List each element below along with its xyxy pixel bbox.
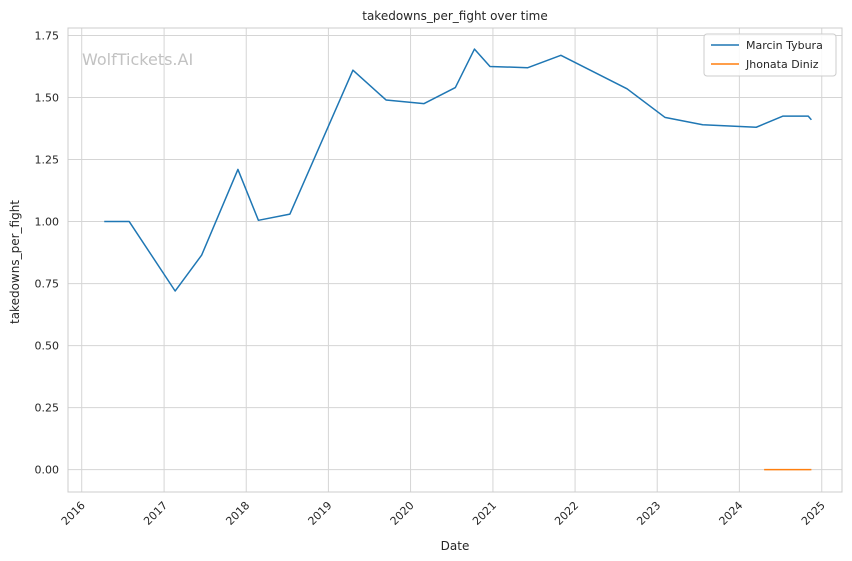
y-axis-label: takedowns_per_fight [8,200,22,324]
y-axis-ticks: 0.00 0.25 0.50 0.75 1.00 1.25 1.50 1.75 [35,29,60,476]
x-tick-label: 2016 [59,499,88,528]
y-tick-label: 0.50 [35,340,60,353]
plot-border [67,27,843,493]
legend: Marcin Tybura Jhonata Diniz [703,33,837,77]
y-tick-label: 0.00 [35,464,60,477]
x-tick-label: 2022 [552,499,581,528]
y-tick-label: 1.75 [35,29,60,42]
grid-lines [68,28,842,492]
y-tick-label: 1.50 [35,91,60,104]
y-tick-label: 0.75 [35,278,60,291]
series-line-marcin-tybura [104,48,812,292]
x-tick-label: 2025 [799,499,828,528]
x-tick-label: 2018 [223,499,252,528]
y-tick-label: 0.25 [35,402,60,415]
x-tick-label: 2023 [634,499,663,528]
y-tick-label: 1.00 [35,216,60,229]
x-tick-label: 2019 [306,499,335,528]
x-tick-label: 2017 [141,499,170,528]
plot-frame [67,27,843,493]
x-tick-label: 2020 [388,499,417,528]
chart-title: takedowns_per_fight over time [362,9,548,23]
x-axis-ticks: 2016 2017 2018 2019 2020 2021 2022 2023 2024 2025 [59,499,828,528]
x-tick-label: 2024 [717,499,746,528]
x-tick-label: 2021 [470,499,499,528]
x-axis-label: Date [441,539,470,553]
y-tick-label: 1.25 [35,154,60,167]
watermark: WolfTickets.AI [82,50,193,69]
legend-label-marcin-tybura: Marcin Tybura [746,39,823,52]
legend-label-jhonata-diniz: Jhonata Diniz [745,58,819,71]
series-layer [104,48,812,471]
